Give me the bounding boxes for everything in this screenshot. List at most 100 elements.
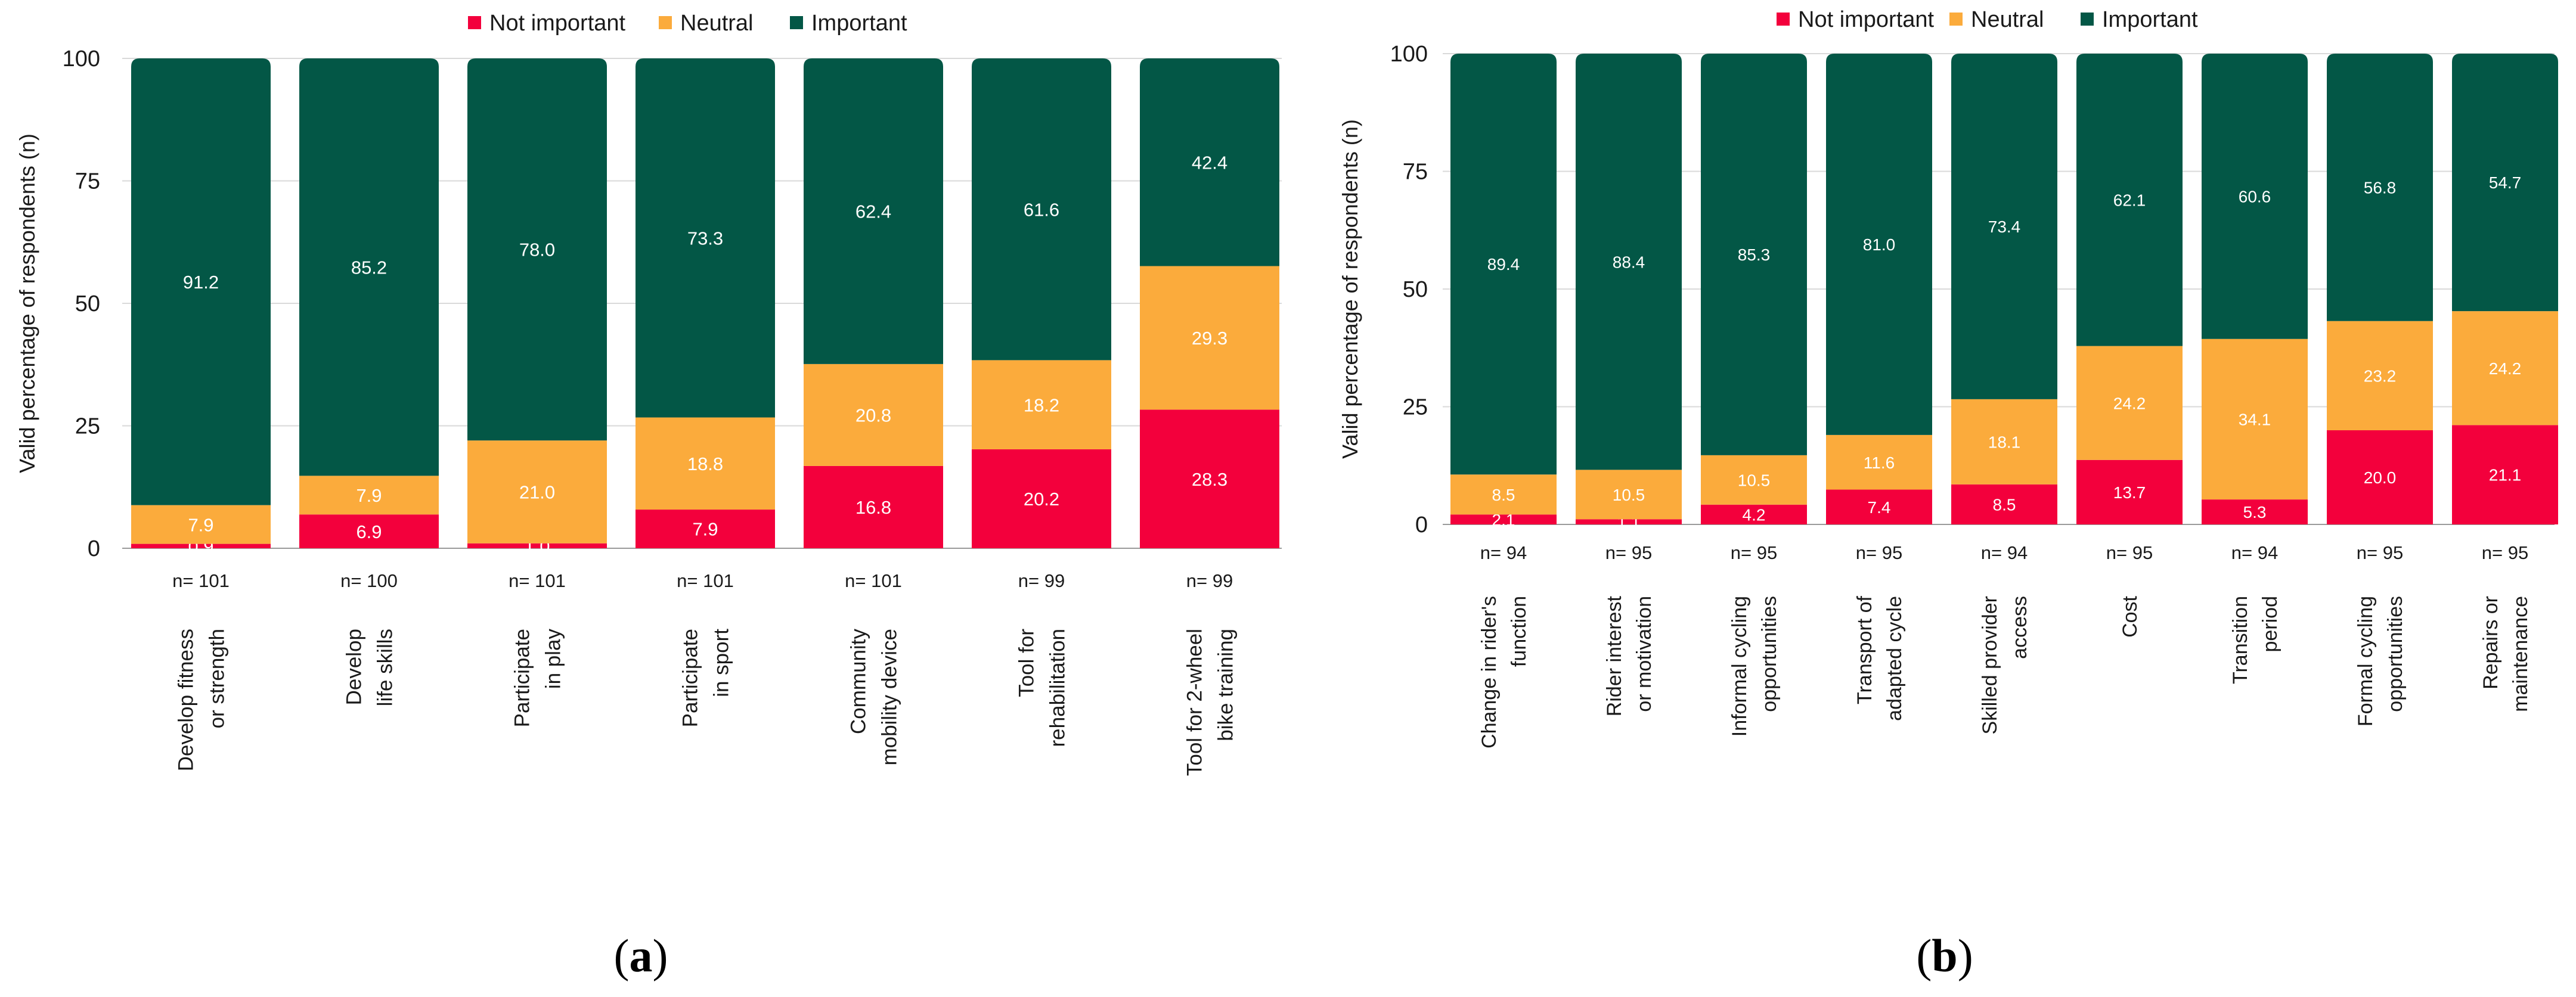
panel-b-data-label-transition-period-not-important: 5.3: [2243, 503, 2267, 521]
panel-a-bar-community-mobility-device-important: [804, 58, 943, 364]
panel-b-data-label-informal-cycling-opportunities-neutral: 10.5: [1738, 471, 1771, 489]
panel-a-data-label-tool-for-rehabilitation-not-important: 20.2: [1024, 489, 1059, 510]
panel-b-data-label-repairs-or-maintenance-not-important: 21.1: [2489, 466, 2522, 484]
panel-a-bar-community-mobility-device-not-important: [804, 465, 943, 548]
panel-a-bar-participate-in-play-important: [467, 58, 607, 441]
panel-a-ytick-label-75: 75: [75, 169, 100, 194]
panel-a-data-label-tool-for-2-wheel-bike-training-not-important: 28.3: [1192, 469, 1227, 490]
panel-a-data-label-tool-for-2-wheel-bike-training-important: 42.4: [1192, 152, 1227, 173]
panel-a-legend-swatch-neutral: [659, 16, 672, 29]
panel-b-data-label-repairs-or-maintenance-neutral: 24.2: [2489, 359, 2522, 378]
panel-a-data-label-participate-in-play-important: 78.0: [519, 240, 555, 260]
panel-b-data-label-change-in-rider-s-function-neutral: 8.5: [1492, 486, 1515, 504]
panel-a-chart: Not important Neutral Important 0 25 50 75 100 V…: [15, 11, 1282, 982]
panel-b-data-label-cost-important: 62.1: [2113, 191, 2146, 209]
panel-a-category-label-tool-for-2-wheel-bike-training: Tool for 2-wheel bike training: [1183, 629, 1237, 776]
panel-a-bar-participate-in-play-not-important: [467, 543, 607, 548]
panel-b-category-label-repairs-or-maintenance: Repairs or maintenance: [2479, 596, 2532, 712]
panel-a-bar-participate-in-sport-important: [636, 58, 775, 418]
panel-a-n-label-tool-for-rehabilitation: n= 99: [1018, 570, 1065, 591]
panel-b-bar-skilled-provider-access-important: [1951, 54, 2057, 399]
panel-b-data-label-repairs-or-maintenance-important: 54.7: [2489, 173, 2522, 192]
panel-a-bar-develop-life-skills-important: [299, 58, 439, 476]
panel-a-bar-participate-in-play-neutral: [467, 440, 607, 543]
panel-a-data-label-community-mobility-device-important: 62.4: [855, 201, 891, 222]
panel-a-bar-community-mobility-device-neutral: [804, 364, 943, 466]
panel-b-bar-rider-interest-or-motivation-not-important: [1576, 519, 1682, 524]
panel-b-n-label-repairs-or-maintenance: n= 95: [2482, 542, 2528, 563]
panel-b-n-label-rider-interest-or-motivation: n= 95: [1605, 542, 1652, 563]
panel-b-data-label-skilled-provider-access-not-important: 8.5: [1993, 496, 2016, 514]
panel-a-bar-tool-for-2-wheel-bike-training-important: [1140, 58, 1279, 266]
panel-a-category-label-participate-in-sport: Participate in sport: [678, 629, 733, 728]
panel-a-data-label-develop-life-skills-important: 85.2: [351, 257, 387, 278]
panel-a-bar-tool-for-2-wheel-bike-training-neutral: [1140, 266, 1279, 410]
panel-b-category-label-cost: Cost: [2119, 595, 2141, 637]
panel-a-data-label-develop-life-skills-neutral: 7.9: [356, 485, 382, 506]
panel-b-legend-label-not-important: Not important: [1798, 7, 1935, 32]
panel-b-bar-skilled-provider-access-neutral: [1951, 399, 2057, 484]
panel-b-bar-cost-neutral: [2076, 346, 2183, 460]
panel-a-n-label-participate-in-sport: n= 101: [677, 570, 734, 591]
panel-b-n-label-cost: n= 95: [2106, 542, 2153, 563]
panel-b-category-label-transport-of-adapted-cycle: Transport of adapted cycle: [1853, 595, 1906, 720]
panel-b-bar-informal-cycling-opportunities-not-important: [1701, 504, 1807, 524]
panel-b-bar-transition-period-neutral: [2202, 338, 2308, 500]
panel-b-bar-cost-not-important: [2076, 459, 2183, 524]
panel-b-bar-formal-cycling-opportunities-neutral: [2327, 321, 2433, 430]
panel-a-legend-label-neutral: Neutral: [680, 11, 754, 36]
panel-b-chart: Not important Neutral Important 0 25 50 75 100 V…: [1338, 7, 2558, 982]
panel-a-ytick-label-0: 0: [88, 536, 100, 561]
panel-b-ytick-label-75: 75: [1403, 160, 1428, 185]
panel-a-bar-participate-in-sport-not-important: [636, 510, 775, 548]
panel-a-category-label-develop-fitness-or-strength: Develop fitness or strength: [174, 629, 228, 771]
panel-a-bar-develop-fitness-or-strength-important: [131, 58, 271, 505]
panel-b-legend-label-important: Important: [2102, 7, 2198, 32]
panel-b-ytick-label-100: 100: [1390, 42, 1428, 67]
panel-a-bar-develop-life-skills-neutral: [299, 476, 439, 515]
panel-b-bar-rider-interest-or-motivation-important: [1576, 54, 1682, 470]
panel-b-bar-transition-period-not-important: [2202, 499, 2308, 524]
panel-a-legend-swatch-not-important: [468, 16, 481, 29]
panel-b-bar-rider-interest-or-motivation-neutral: [1576, 470, 1682, 520]
panel-b-y-axis-title: Valid percentage of respondents (n): [1338, 119, 1362, 459]
panel-b-bar-transport-of-adapted-cycle-not-important: [1826, 489, 1932, 524]
panel-a-data-label-community-mobility-device-not-important: 16.8: [855, 497, 891, 518]
panel-b-category-label-formal-cycling-opportunities: Formal cycling opportunities: [2354, 596, 2407, 726]
panel-b-bar-informal-cycling-opportunities-neutral: [1701, 455, 1807, 505]
panel-b-bar-formal-cycling-opportunities-not-important: [2327, 430, 2433, 524]
panel-b-n-label-transition-period: n= 94: [2231, 542, 2278, 563]
panel-b-ytick-label-50: 50: [1403, 277, 1428, 302]
panel-a-data-label-develop-fitness-or-strength-important: 91.2: [183, 272, 219, 293]
panel-b-panel-label: (b): [1916, 930, 1973, 982]
panel-b-category-label-informal-cycling-opportunities: Informal cycling opportunities: [1728, 596, 1781, 737]
panel-a-legend-swatch-important: [790, 16, 803, 29]
panel-b-bar-informal-cycling-opportunities-important: [1701, 54, 1807, 455]
panel-a-n-label-participate-in-play: n= 101: [509, 570, 566, 591]
panel-b-data-label-change-in-rider-s-function-important: 89.4: [1487, 255, 1520, 274]
panel-a-legend-label-not-important: Not important: [489, 11, 626, 36]
panel-a-n-label-develop-life-skills: n= 100: [340, 570, 398, 591]
panel-a-bar-tool-for-2-wheel-bike-training-not-important: [1140, 409, 1279, 548]
panel-b-data-label-transport-of-adapted-cycle-important: 81.0: [1863, 235, 1896, 254]
panel-a-data-label-participate-in-sport-important: 73.3: [687, 228, 723, 249]
panel-a-ytick-label-25: 25: [75, 414, 100, 439]
panel-b-bar-transport-of-adapted-cycle-neutral: [1826, 434, 1932, 490]
panel-b-bar-skilled-provider-access-not-important: [1951, 484, 2057, 524]
panel-b-bar-repairs-or-maintenance-important: [2452, 54, 2558, 312]
panel-b-data-label-informal-cycling-opportunities-not-important: 4.2: [1743, 505, 1766, 524]
panel-b-category-label-rider-interest-or-motivation: Rider interest or motivation: [1603, 595, 1656, 716]
panel-b-bar-repairs-or-maintenance-not-important: [2452, 425, 2558, 524]
panel-a-data-label-participate-in-play-neutral: 21.0: [519, 482, 555, 503]
panel-b-bar-change-in-rider-s-function-not-important: [1450, 514, 1557, 524]
panel-b-n-label-informal-cycling-opportunities: n= 95: [1731, 542, 1777, 563]
panel-b-category-label-skilled-provider-access: Skilled provider access: [1979, 596, 2031, 734]
panel-a-bar-develop-fitness-or-strength-not-important: [131, 543, 271, 548]
panel-a-y-axis-title: Valid percentage of respondents (n): [15, 133, 39, 473]
panel-a-category-label-develop-life-skills: Develop life skills: [342, 629, 396, 706]
panel-a-category-label-participate-in-play: Participate in play: [510, 629, 565, 728]
panel-b-data-label-transition-period-important: 60.6: [2239, 187, 2271, 206]
panel-b-ytick-label-25: 25: [1403, 395, 1428, 420]
panel-b-n-label-transport-of-adapted-cycle: n= 95: [1856, 542, 1902, 563]
panel-a-data-label-develop-fitness-or-strength-neutral: 7.9: [188, 514, 213, 535]
